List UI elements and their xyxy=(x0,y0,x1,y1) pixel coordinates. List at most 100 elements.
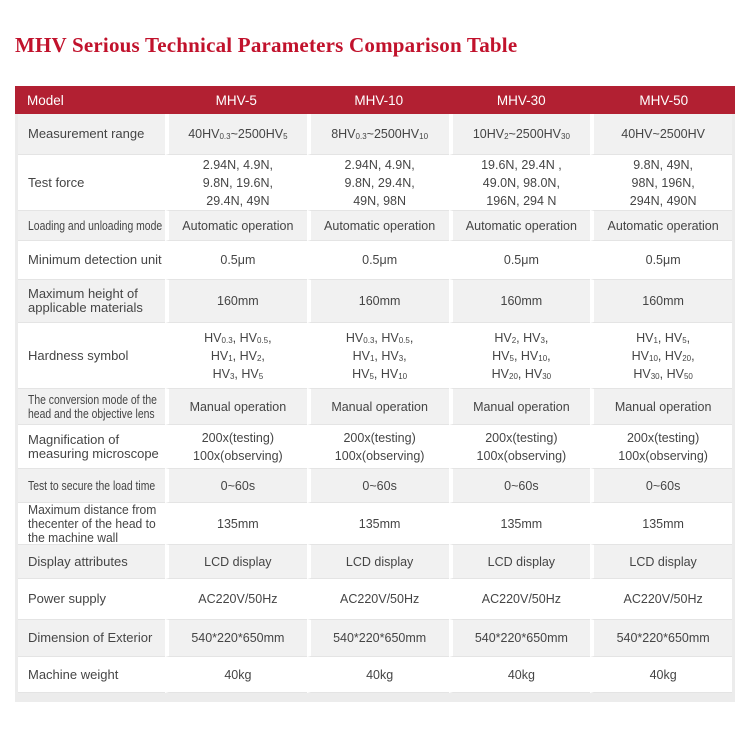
row-label-machine-weight: Machine weight xyxy=(18,657,165,693)
row-label-text: Test force xyxy=(28,174,85,190)
value-text: 540*220*650mm xyxy=(191,631,285,645)
value-cell-power-supply-mhv-50: AC220V/50Hz xyxy=(590,579,732,620)
subscript: 5 xyxy=(258,371,264,381)
header-model-label: Model xyxy=(27,92,64,108)
value-text: 200x(testing) 100x(observing) xyxy=(334,430,425,463)
value-text: 160mm xyxy=(358,294,401,308)
table-row-hardness-symbol: Hardness symbol HV0.3, HV0.5, HV1, HV2, H… xyxy=(18,323,732,389)
header-col-mhv-30: MHV-30 xyxy=(496,92,546,108)
subscript: 10 xyxy=(398,371,408,381)
value-cell-display-attributes-mhv-10: LCD display xyxy=(306,545,449,579)
row-label-text: Minimum detection unit xyxy=(28,252,162,267)
row-label-text: Magnification of measuring microscope xyxy=(28,431,159,461)
value-text: LCD display xyxy=(487,554,556,569)
value-text: Manual operation xyxy=(614,399,712,414)
subscript: 0.3 xyxy=(219,132,231,141)
value-text: Automatic operation xyxy=(324,218,436,233)
table-row-test-force: Test force 2.94N, 4.9N, 9.8N, 19.6N, 29.4… xyxy=(18,155,732,211)
value-cell-measurement-range-mhv-50: 40HV~2500HV xyxy=(590,114,732,155)
value-cell-hardness-symbol-mhv-10: HV0.3, HV0.5, HV1, HV3, HV5, HV10 xyxy=(306,323,449,389)
value-text: LCD display xyxy=(345,554,414,569)
subscript: 30 xyxy=(650,371,660,381)
row-label-magnification: Magnification of measuring microscope xyxy=(18,425,165,469)
subscript: 20 xyxy=(509,371,518,381)
row-label-hardness-symbol: Hardness symbol xyxy=(18,323,165,389)
table-row-max-distance: Maximum distance from thecenter of the he… xyxy=(18,502,732,545)
subscript: 10 xyxy=(538,353,548,363)
value-cell-magnification-mhv-30: 200x(testing) 100x(observing) xyxy=(448,425,591,469)
header-col-mhv-5: MHV-5 xyxy=(215,92,257,108)
value-cell-max-distance-mhv-30: 135mm xyxy=(448,503,591,545)
value-text: 19.6N, 29.4N , 49.0N, 98.0N, 196N, 294 N xyxy=(481,157,562,208)
table-row-minimum-detection-unit: Minimum detection unit 0.5μm 0.5μm 0.5μm 0.5… xyxy=(18,241,732,280)
row-label-text: Measurement range xyxy=(28,126,145,141)
row-label-minimum-detection-unit: Minimum detection unit xyxy=(18,241,165,280)
value-cell-power-supply-mhv-30: AC220V/50Hz xyxy=(448,579,591,620)
value-text: 0.5μm xyxy=(220,253,256,267)
value-text: Manual operation xyxy=(473,399,570,414)
subscript: 0.3 xyxy=(355,132,367,141)
value-text: Manual operation xyxy=(189,399,287,414)
row-label-text: Hardness symbol xyxy=(28,347,129,363)
value-text: AC220V/50Hz xyxy=(481,592,561,606)
table-row-display-attributes: Display attributes LCD display LCD display… xyxy=(18,545,732,579)
value-cell-test-force-mhv-5: 2.94N, 4.9N, 9.8N, 19.6N, 29.4N, 49N xyxy=(165,155,307,211)
value-cell-dimension-exterior-mhv-50: 540*220*650mm xyxy=(590,620,732,657)
value-cell-minimum-detection-unit-mhv-50: 0.5μm xyxy=(590,241,732,280)
value-text: Manual operation xyxy=(331,399,428,414)
row-label-dimension-exterior: Dimension of Exterior xyxy=(18,620,165,657)
value-text: 0.5μm xyxy=(503,253,539,267)
subscript: 1 xyxy=(653,335,658,345)
subscript: 1 xyxy=(369,353,375,363)
subscript: 5 xyxy=(369,371,374,381)
subscript: 5 xyxy=(509,353,514,363)
value-cell-measurement-range-mhv-5: 40HV0.3~2500HV5 xyxy=(165,114,307,155)
table-row-conversion-mode: The conversion mode of the head and the o… xyxy=(18,389,732,425)
value-text: 40kg xyxy=(649,667,677,682)
value-text: AC220V/50Hz xyxy=(340,592,420,606)
row-label-text: Machine weight xyxy=(28,666,119,682)
header-col-mhv-10: MHV-10 xyxy=(354,92,404,108)
subscript: 2 xyxy=(511,335,517,345)
value-text: 40kg xyxy=(224,667,252,682)
value-text: 0~60s xyxy=(504,478,539,493)
row-label-text: Dimension of Exterior xyxy=(28,630,153,645)
row-label-text: Loading and unloading mode xyxy=(28,217,163,233)
value-cell-display-attributes-mhv-50: LCD display xyxy=(590,545,732,579)
subscript: 0.5 xyxy=(398,335,410,345)
subscript: 5 xyxy=(283,132,288,141)
value-text: 160mm xyxy=(500,294,543,308)
page-title: MHV Serious Technical Parameters Compari… xyxy=(15,33,518,57)
value-cell-measurement-range-mhv-10: 8HV0.3~2500HV10 xyxy=(306,114,449,155)
value-text: 135mm xyxy=(358,516,401,531)
value-cell-test-force-mhv-30: 19.6N, 29.4N , 49.0N, 98.0N, 196N, 294 N xyxy=(448,155,591,211)
value-cell-conversion-mode-mhv-50: Manual operation xyxy=(590,389,732,425)
table-row-loading-unloading-mode: Loading and unloading mode Automatic oper… xyxy=(18,211,732,241)
value-text: 0~60s xyxy=(362,478,397,493)
value-cell-hardness-symbol-mhv-50: HV1, HV5, HV10, HV20, HV30, HV50 xyxy=(590,323,732,389)
subscript: 2 xyxy=(504,132,509,141)
value-cell-magnification-mhv-5: 200x(testing) 100x(observing) xyxy=(165,425,307,469)
subscript: 0.3 xyxy=(363,335,375,345)
table-header-row: Model MHV-5 MHV-10 MHV-30 MHV-50 xyxy=(15,86,735,114)
row-label-max-distance: Maximum distance from thecenter of the he… xyxy=(18,502,165,545)
value-cell-max-distance-mhv-5: 135mm xyxy=(165,503,307,545)
row-label-conversion-mode: The conversion mode of the head and the o… xyxy=(18,389,165,425)
value-cell-conversion-mode-mhv-10: Manual operation xyxy=(306,389,449,425)
value-text: 10HV2~2500HV30 xyxy=(472,127,570,141)
value-cell-display-attributes-mhv-5: LCD display xyxy=(165,545,307,579)
value-cell-load-time-mhv-5: 0~60s xyxy=(165,469,307,503)
value-cell-max-height-materials-mhv-10: 160mm xyxy=(306,280,449,323)
table-row-machine-weight: Machine weight 40kg 40kg 40kg 40kg xyxy=(18,657,732,693)
value-cell-power-supply-mhv-10: AC220V/50Hz xyxy=(306,579,449,620)
row-label-measurement-range: Measurement range xyxy=(18,114,165,155)
value-cell-conversion-mode-mhv-5: Manual operation xyxy=(165,389,307,425)
row-label-text: Power supply xyxy=(28,591,107,606)
header-col-mhv-50: MHV-50 xyxy=(639,92,689,108)
value-text: 200x(testing) 100x(observing) xyxy=(618,430,708,463)
value-cell-dimension-exterior-mhv-10: 540*220*650mm xyxy=(306,620,449,657)
value-cell-display-attributes-mhv-30: LCD display xyxy=(448,545,591,579)
value-cell-measurement-range-mhv-30: 10HV2~2500HV30 xyxy=(448,114,591,155)
value-text: HV0.3, HV0.5, HV1, HV3, HV5, HV10 xyxy=(345,330,414,381)
